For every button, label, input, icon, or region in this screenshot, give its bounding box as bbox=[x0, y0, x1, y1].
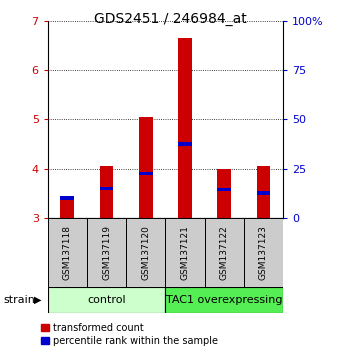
Bar bbox=[217, 169, 231, 218]
Text: ▶: ▶ bbox=[34, 295, 41, 305]
Bar bbox=[178, 39, 192, 218]
Bar bbox=[100, 187, 114, 190]
Bar bbox=[48, 287, 165, 313]
Bar bbox=[60, 196, 74, 218]
Text: GSM137118: GSM137118 bbox=[63, 225, 72, 280]
Bar bbox=[60, 196, 74, 200]
Bar bbox=[217, 188, 231, 191]
Text: GSM137122: GSM137122 bbox=[220, 225, 229, 280]
Text: GSM137123: GSM137123 bbox=[259, 225, 268, 280]
Bar bbox=[48, 218, 87, 287]
Bar bbox=[244, 218, 283, 287]
Bar bbox=[178, 142, 192, 146]
Bar bbox=[139, 117, 153, 218]
Text: strain: strain bbox=[3, 295, 35, 305]
Text: GDS2451 / 246984_at: GDS2451 / 246984_at bbox=[94, 12, 247, 27]
Bar bbox=[100, 166, 114, 218]
Text: GSM137120: GSM137120 bbox=[141, 225, 150, 280]
Text: TAC1 overexpressing: TAC1 overexpressing bbox=[166, 295, 282, 305]
Bar bbox=[126, 218, 165, 287]
Bar bbox=[165, 287, 283, 313]
Text: GSM137119: GSM137119 bbox=[102, 225, 111, 280]
Text: GSM137121: GSM137121 bbox=[180, 225, 190, 280]
Bar bbox=[205, 218, 244, 287]
Legend: transformed count, percentile rank within the sample: transformed count, percentile rank withi… bbox=[38, 320, 221, 349]
Bar bbox=[256, 192, 270, 195]
Text: control: control bbox=[87, 295, 126, 305]
Bar bbox=[139, 172, 153, 175]
Bar bbox=[256, 166, 270, 218]
Bar bbox=[87, 218, 126, 287]
Bar bbox=[165, 218, 205, 287]
